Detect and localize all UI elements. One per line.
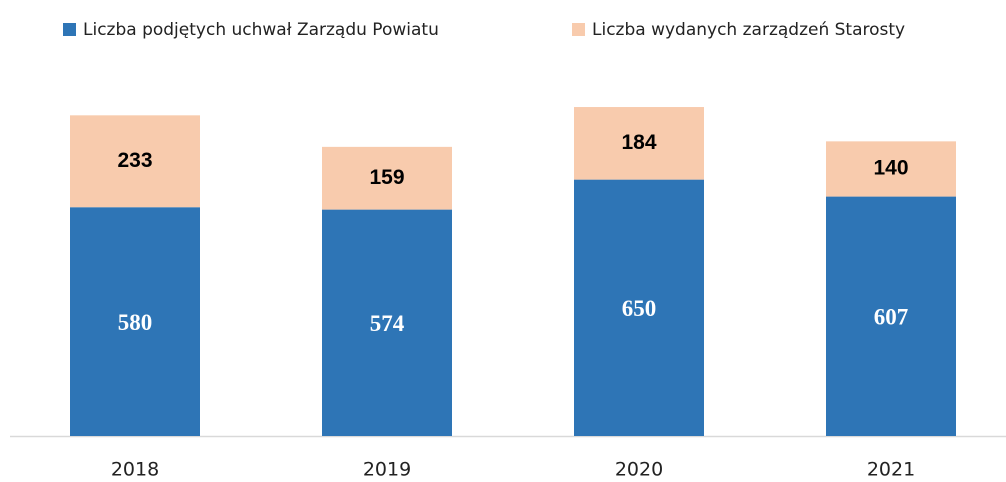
legend-swatch <box>572 23 585 36</box>
data-label: 140 <box>873 157 908 180</box>
bar-segment <box>70 207 200 436</box>
bar-segment <box>322 209 452 436</box>
data-label: 233 <box>117 149 152 172</box>
data-label: 607 <box>874 305 909 330</box>
bar-segment <box>70 115 200 208</box>
legend-label: Liczba wydanych zarządzeń Starosty <box>592 20 905 40</box>
data-label: 574 <box>370 311 405 336</box>
bar-segment <box>574 107 704 180</box>
x-tick-label: 2019 <box>363 459 411 481</box>
legend-swatch <box>63 23 76 36</box>
x-tick-label: 2018 <box>111 459 159 481</box>
bar-segment <box>574 179 704 436</box>
bar-segment <box>826 196 956 436</box>
legend-label: Liczba podjętych uchwał Zarządu Powiatu <box>83 20 439 40</box>
data-label: 580 <box>118 310 153 335</box>
x-tick-label: 2020 <box>615 459 663 481</box>
bar-segment <box>322 146 452 210</box>
data-label: 650 <box>622 296 657 321</box>
bar-segment <box>826 141 956 197</box>
data-label: 184 <box>621 131 656 154</box>
data-label: 159 <box>369 166 404 189</box>
x-tick-label: 2021 <box>867 459 915 481</box>
